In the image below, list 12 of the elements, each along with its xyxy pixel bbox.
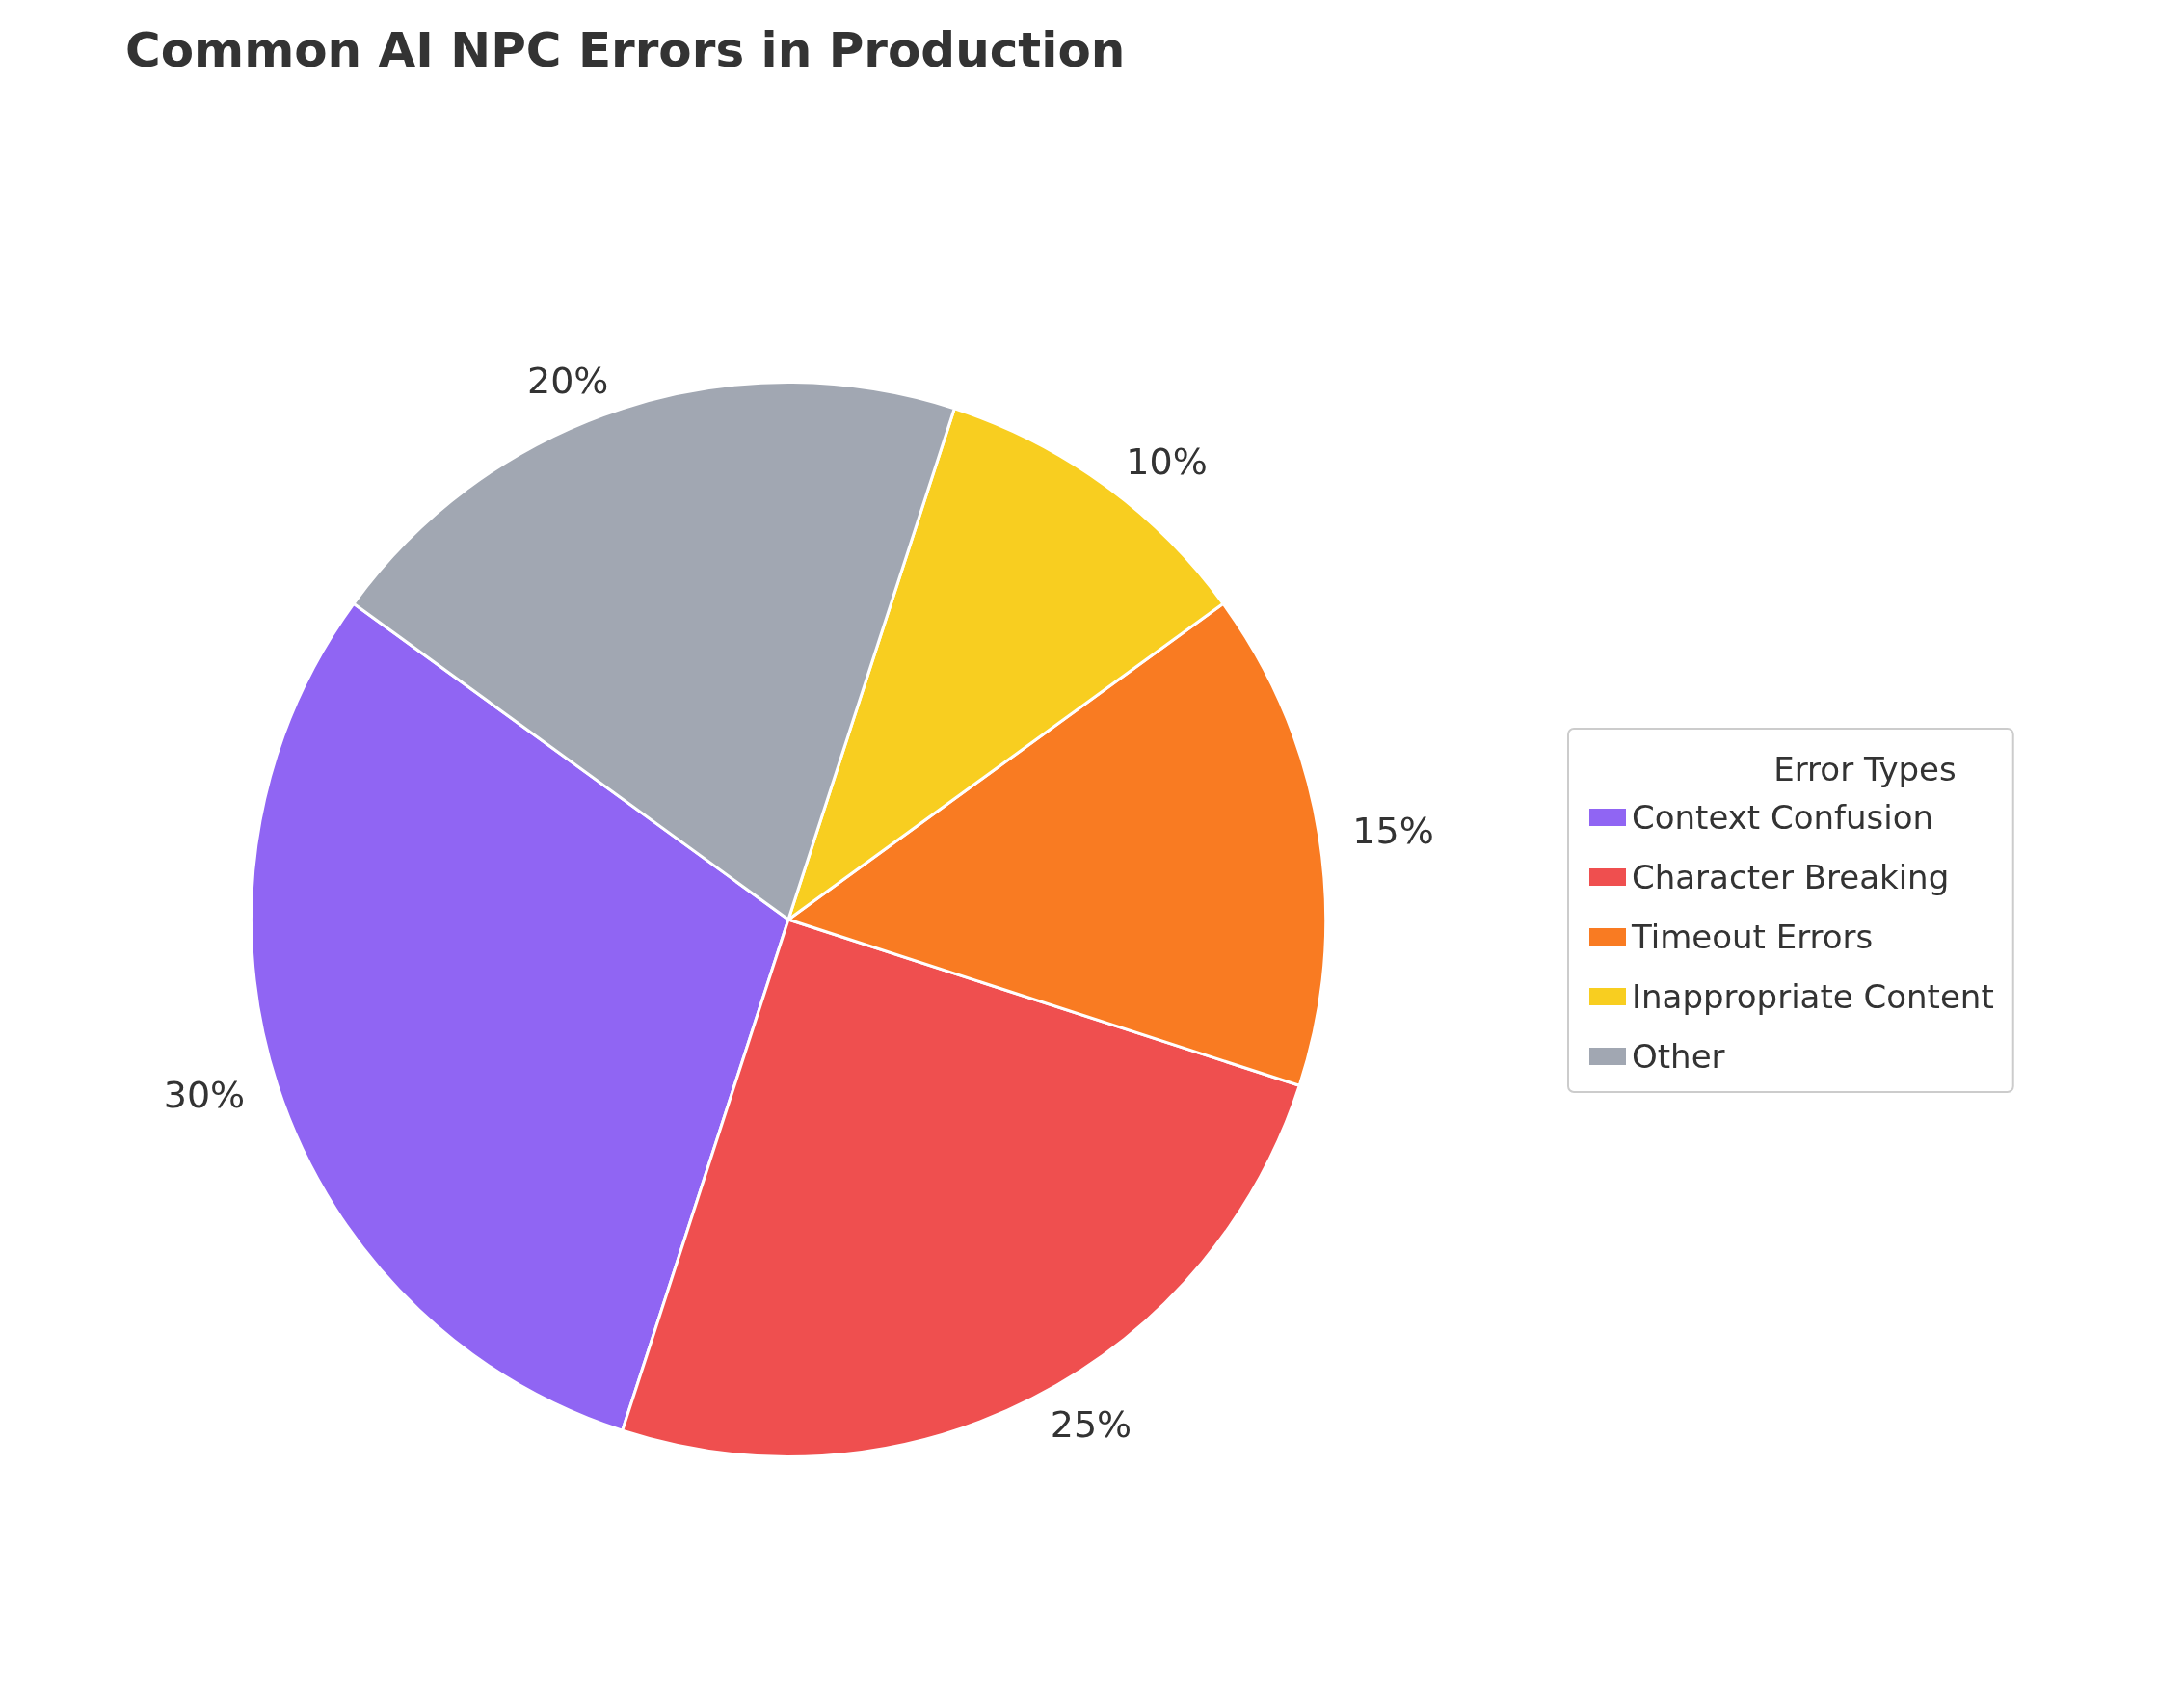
legend-label: Context Confusion [1632,798,1934,837]
legend-title: Error Types [1773,750,1957,788]
data-label: 10% [1126,440,1208,483]
data-label: 20% [526,360,609,403]
legend-label: Character Breaking [1632,858,1950,896]
legend-label: Other [1632,1037,1725,1076]
data-label: 25% [1050,1402,1132,1446]
data-label: 30% [163,1073,246,1116]
data-label: 15% [1352,810,1434,853]
legend-label: Inappropriate Content [1632,977,1994,1016]
legend-label: Timeout Errors [1631,918,1874,956]
chart-title: Common AI NPC Errors in Production [125,22,1126,78]
